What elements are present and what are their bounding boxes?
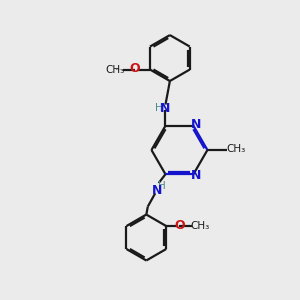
Text: H: H (155, 103, 163, 112)
Text: N: N (160, 102, 171, 115)
Text: N: N (190, 169, 201, 182)
Text: O: O (175, 219, 185, 232)
Text: N: N (152, 184, 163, 197)
Text: N: N (190, 118, 201, 131)
Text: CH₃: CH₃ (226, 144, 246, 154)
Text: CH₃: CH₃ (190, 221, 210, 231)
Text: H: H (158, 181, 166, 191)
Text: O: O (129, 62, 140, 75)
Text: CH₃: CH₃ (105, 64, 124, 74)
Text: methoxy: methoxy (116, 69, 122, 70)
